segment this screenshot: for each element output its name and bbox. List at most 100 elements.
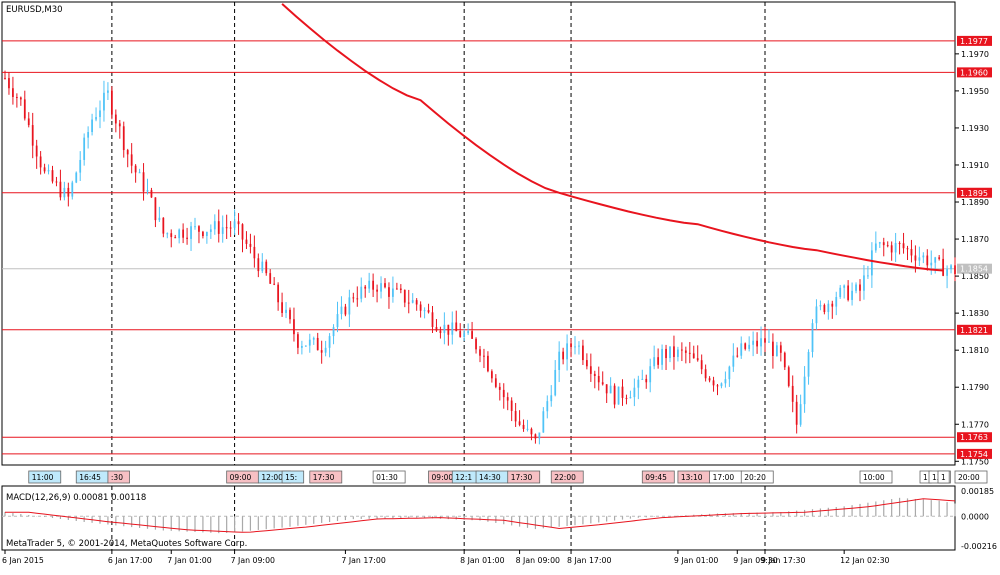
candle-body <box>265 261 268 274</box>
candle <box>696 345 699 362</box>
price-level-badge <box>957 432 992 443</box>
price-tick-label: 1.1970 <box>961 50 989 59</box>
candle <box>59 169 62 201</box>
candle <box>103 80 105 122</box>
candle-body <box>906 248 909 250</box>
candle <box>605 384 608 403</box>
candle <box>582 339 584 365</box>
price-tick-label: 1.1830 <box>961 309 989 318</box>
horizontal-levels[interactable] <box>2 40 955 455</box>
candle <box>463 328 466 341</box>
candle-body <box>4 77 6 79</box>
candle <box>261 253 264 274</box>
candle-body <box>859 284 861 291</box>
candle-body <box>815 306 818 324</box>
time-axis[interactable]: 6 Jan 2015 6 Jan 17:00 7 Jan 01:00 7 Jan 09… <box>2 550 890 565</box>
candle-body <box>221 227 224 234</box>
macd-panel[interactable]: 0.00185 0.0000 -0.00216 <box>2 487 997 551</box>
candle-body <box>340 306 343 315</box>
candle <box>851 282 853 306</box>
candle <box>882 237 885 257</box>
candle <box>863 265 865 300</box>
candle-body <box>134 165 137 173</box>
event-marker-label: 10:00 <box>863 473 885 482</box>
candle-body <box>122 126 125 151</box>
candle <box>475 337 477 354</box>
candle <box>823 303 826 315</box>
time-tick-label: 6 Jan 17:00 <box>108 556 152 565</box>
candle <box>289 307 291 324</box>
candle-body <box>336 314 339 328</box>
candle <box>158 206 161 222</box>
candle <box>198 225 200 244</box>
candle <box>661 344 663 370</box>
price-tick-label: 1.1910 <box>961 161 989 170</box>
event-marker-label: 14:30 <box>479 473 501 482</box>
candle-body <box>712 380 715 386</box>
candle <box>245 231 248 250</box>
candle-body <box>613 385 616 405</box>
candle-body <box>229 227 232 229</box>
candle <box>352 292 355 303</box>
candle-body <box>459 331 462 337</box>
candle <box>708 376 711 383</box>
time-tick-label: 8 Jan 01:00 <box>460 556 504 565</box>
candle <box>364 284 367 298</box>
candle <box>827 300 830 320</box>
event-marker: 09:00 <box>226 470 260 484</box>
candle-body <box>772 341 774 356</box>
candle-body <box>494 378 497 387</box>
candle <box>447 324 450 346</box>
candle-body <box>205 231 208 237</box>
candle-body <box>526 428 529 430</box>
candle <box>538 432 541 445</box>
candle <box>724 371 727 388</box>
candle <box>395 282 398 290</box>
candle-body <box>629 397 632 399</box>
candle <box>494 374 497 389</box>
candle <box>621 379 624 406</box>
candle <box>712 376 715 392</box>
price-level-label: 1.1960 <box>960 68 988 77</box>
price-axis[interactable]: 1.1970 1.1950 1.1930 1.1910 1.1890 1.1870 1.18… <box>955 35 992 466</box>
candle <box>562 347 565 365</box>
candle-body <box>819 305 822 307</box>
candle-body <box>439 330 442 333</box>
candle-body <box>67 187 70 197</box>
candle <box>134 164 137 183</box>
candle-body <box>380 283 382 292</box>
candle <box>744 342 747 351</box>
time-tick-label: 8 Jan 17:00 <box>567 556 611 565</box>
candle-body <box>748 344 751 349</box>
candle <box>154 197 157 228</box>
candle <box>704 364 707 382</box>
event-marker-box <box>550 470 584 484</box>
candle-body <box>162 217 165 234</box>
candle-body <box>954 265 956 275</box>
event-marker-label: 17:30 <box>511 473 533 482</box>
candle <box>716 383 719 396</box>
candle <box>609 377 612 394</box>
candle-body <box>51 170 54 182</box>
candle <box>190 221 192 251</box>
candle <box>522 419 525 432</box>
candle-body <box>514 410 517 422</box>
candle <box>645 374 648 389</box>
candle-body <box>114 114 117 124</box>
candle-body <box>384 283 386 288</box>
candle-body <box>914 255 917 261</box>
candle-body <box>625 397 628 399</box>
candle-body <box>237 221 240 225</box>
candle <box>107 82 109 101</box>
candle-body <box>704 369 707 379</box>
event-markers[interactable]: 11:00 16:45:30 09:00 12:00 15: 17:30 01:30 09:0… <box>28 470 988 484</box>
candle-body <box>463 333 466 337</box>
candle <box>304 345 307 347</box>
candle <box>795 394 798 434</box>
candle <box>273 277 276 286</box>
candle <box>178 228 181 244</box>
candle-body <box>490 371 493 379</box>
candle <box>23 90 26 121</box>
